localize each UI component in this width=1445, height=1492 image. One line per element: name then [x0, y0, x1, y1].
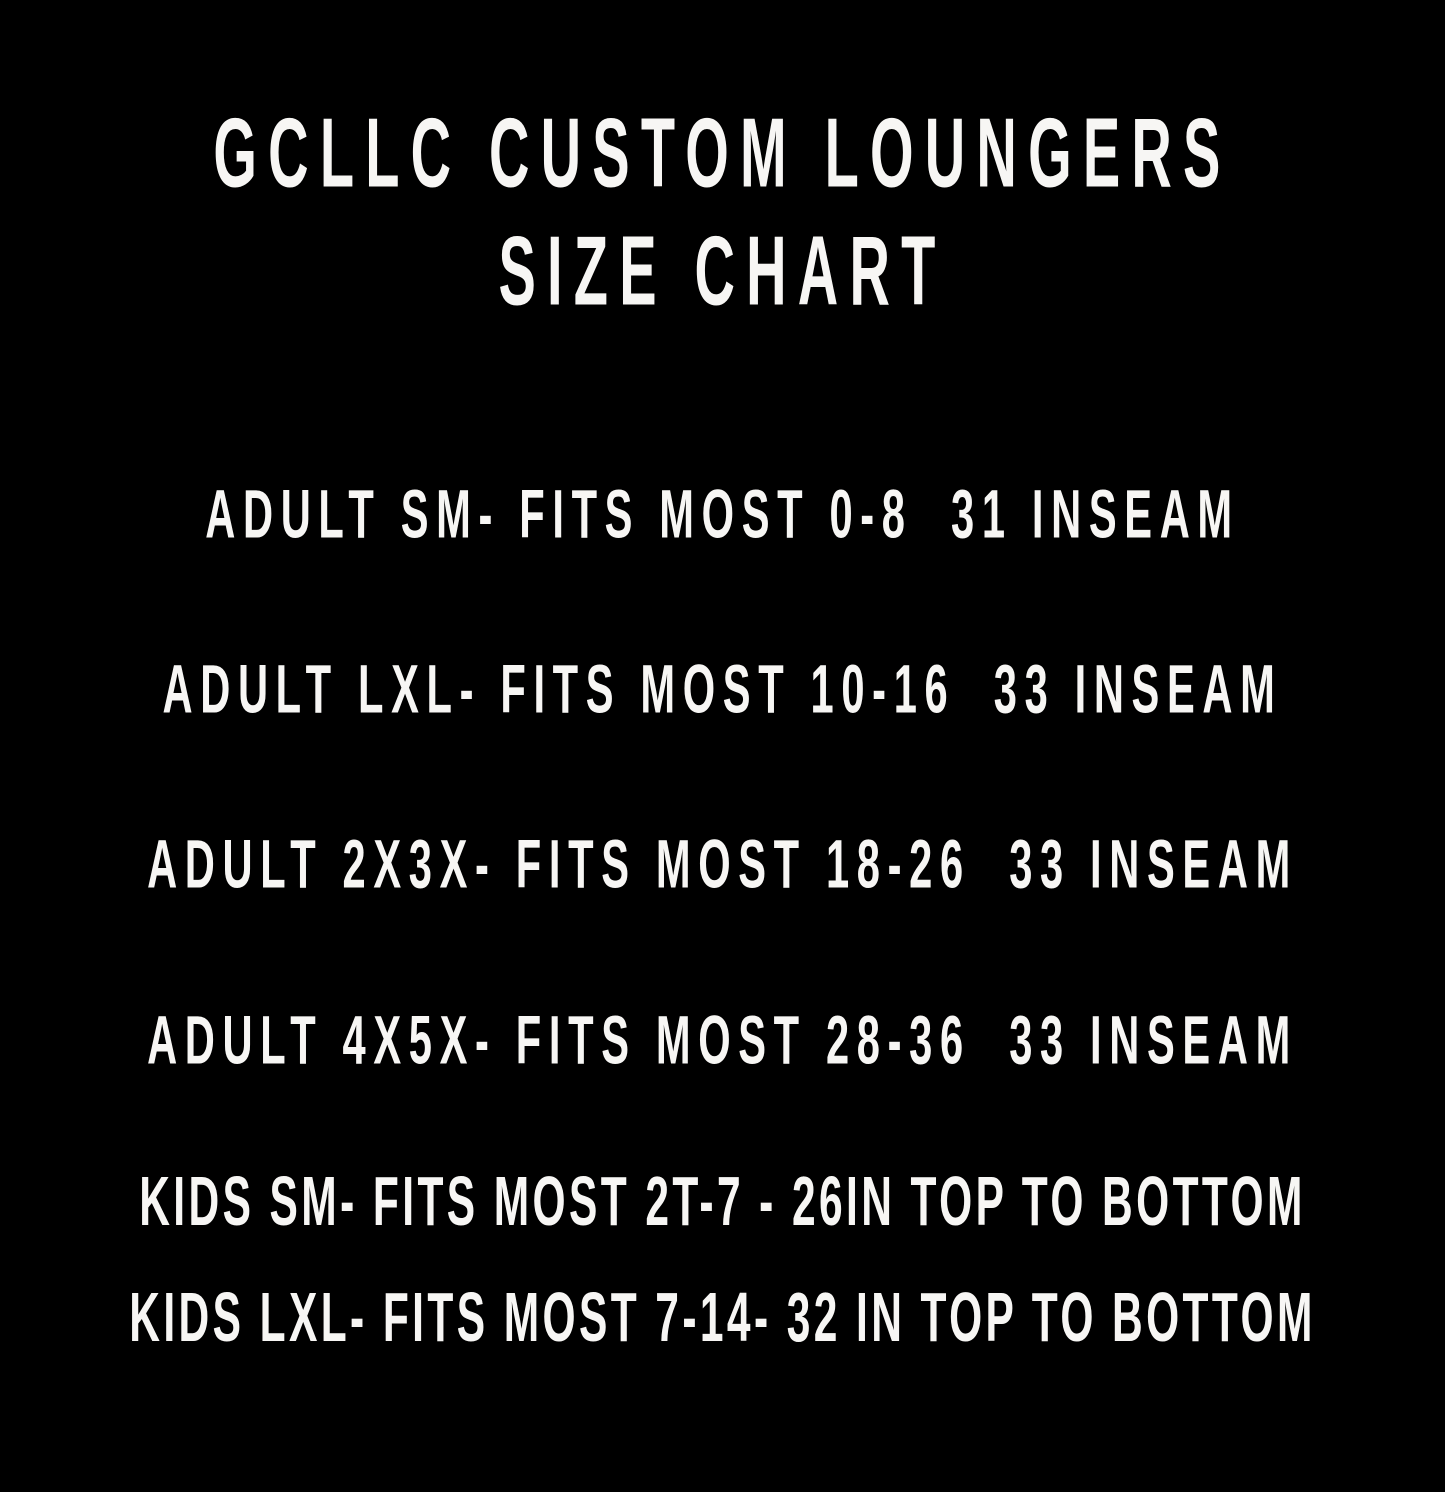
poster-title-line-2: SIZE CHART: [498, 216, 947, 326]
size-chart-row-kids-lxl: KIDS LXL- FITS MOST 7-14- 32 IN TOP TO B…: [129, 1277, 1316, 1357]
size-chart-row-adult-4x5x: ADULT 4X5X- FITS MOST 28-36 33 INSEAM: [147, 1003, 1298, 1079]
size-chart-row-adult-sm: ADULT SM- FITS MOST 0-8 31 INSEAM: [205, 477, 1240, 553]
size-chart-row-adult-2x3x: ADULT 2X3X- FITS MOST 18-26 33 INSEAM: [147, 827, 1298, 903]
size-chart-row-kids-sm: KIDS SM- FITS MOST 2T-7 - 26IN TOP TO BO…: [139, 1161, 1306, 1241]
poster-title-line-1: GCLLC CUSTOM LOUNGERS: [213, 98, 1232, 208]
size-chart-row-adult-lxl: ADULT LXL- FITS MOST 10-16 33 INSEAM: [162, 652, 1283, 728]
